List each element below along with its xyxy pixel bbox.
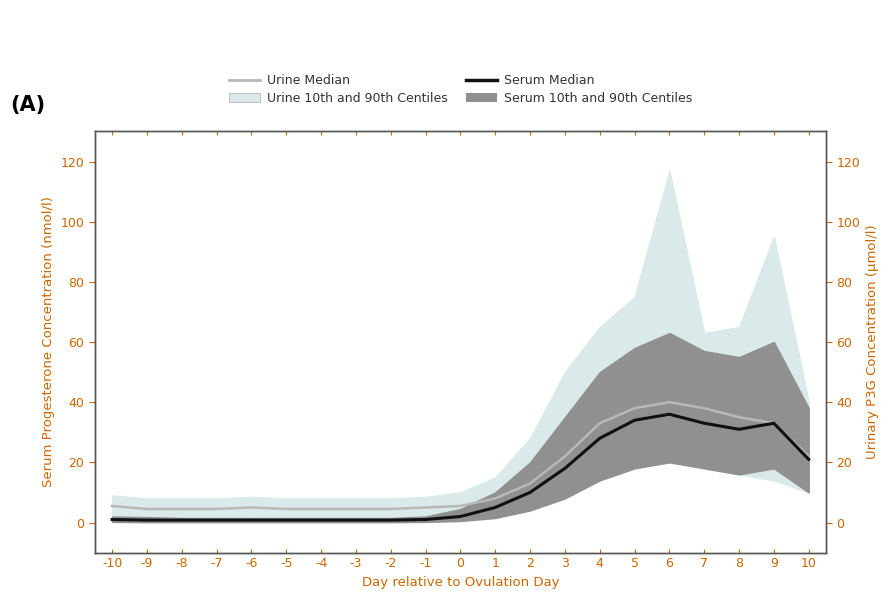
Y-axis label: Urinary P3G Concentration (μmol/l): Urinary P3G Concentration (μmol/l) (866, 225, 879, 460)
Y-axis label: Serum Progesterone Concentration (nmol/l): Serum Progesterone Concentration (nmol/l… (42, 196, 55, 487)
Text: (A): (A) (11, 95, 46, 115)
X-axis label: Day relative to Ovulation Day: Day relative to Ovulation Day (362, 576, 559, 589)
Legend: Urine Median, Urine 10th and 90th Centiles, Serum Median, Serum 10th and 90th Ce: Urine Median, Urine 10th and 90th Centil… (225, 70, 696, 109)
